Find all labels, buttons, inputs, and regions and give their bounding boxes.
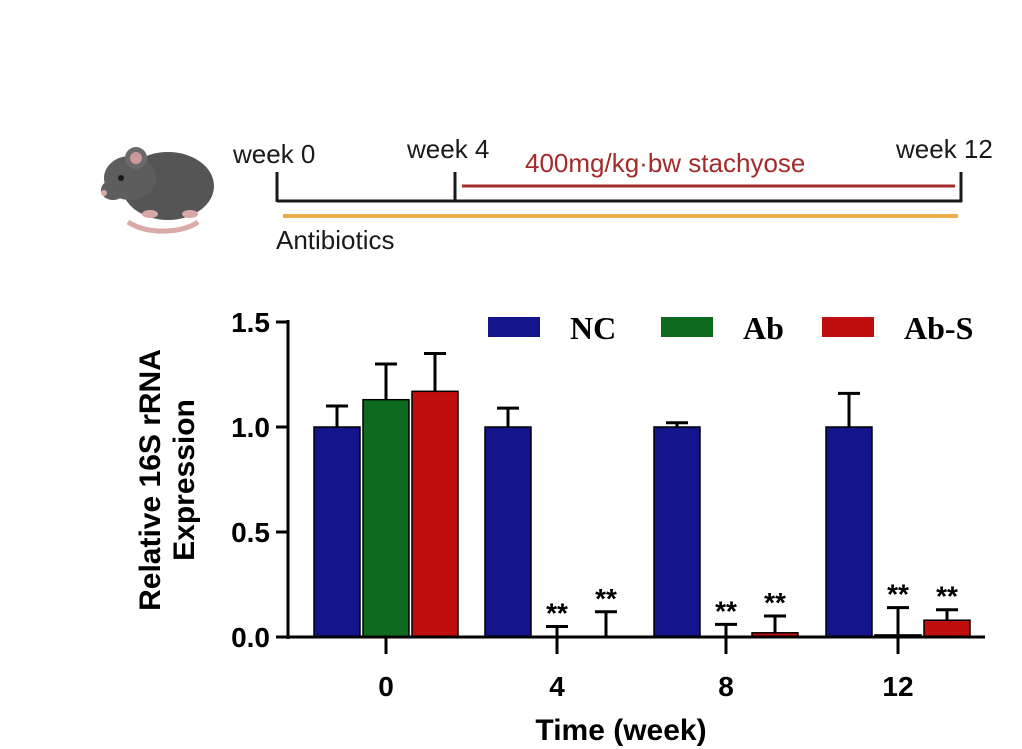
timeline-schematic: week 0 week 4 week 12 400mg/kg·bw stachy… xyxy=(101,134,993,255)
y-axis-title-line1: Relative 16S rRNA xyxy=(134,349,167,611)
x-tick-label: 8 xyxy=(718,671,734,702)
bar-nc-week4 xyxy=(484,426,532,638)
legend-item-nc: NC xyxy=(488,310,616,346)
y-tick-label: 0.5 xyxy=(231,517,270,548)
bar-nc-week0 xyxy=(313,426,361,638)
legend-swatch-ab-s xyxy=(822,317,874,337)
y-tick-label: 0.0 xyxy=(231,622,270,653)
x-tick-label: 12 xyxy=(882,671,913,702)
bar-nc-week12 xyxy=(825,426,873,638)
errorbar-ab-s-week0 xyxy=(424,352,446,392)
errorbar-ab-week0 xyxy=(375,362,397,400)
x-ticks: 0 4 8 12 xyxy=(378,637,914,702)
legend-swatch-ab xyxy=(661,317,713,337)
bar-nc-week8 xyxy=(653,426,701,638)
legend-item-ab-s: Ab-S xyxy=(822,310,973,346)
significance-ab-s-week12: ** xyxy=(936,581,958,612)
label-week4: week 4 xyxy=(406,134,489,164)
bar-ab-s-week12 xyxy=(923,619,971,638)
x-axis-title: Time (week) xyxy=(535,714,706,747)
bar-ab-week0 xyxy=(362,398,410,638)
errorbar-ab-s-week12 xyxy=(936,608,958,621)
legend: NC Ab Ab-S xyxy=(488,310,973,346)
bar-ab-s-week0 xyxy=(411,390,459,638)
y-tick-label: 1.5 xyxy=(231,307,270,338)
errorbar-nc-week12 xyxy=(838,391,860,427)
error-bars-layer xyxy=(326,352,958,637)
errorbar-ab-week4 xyxy=(546,625,568,637)
y-ticks: 0.0 0.5 1.0 1.5 xyxy=(231,307,289,653)
significance-ab-s-week4: ** xyxy=(595,583,617,614)
errorbar-nc-week4 xyxy=(497,406,519,427)
y-axis-title-line2: Expression xyxy=(168,399,201,561)
legend-label-ab-s: Ab-S xyxy=(904,310,973,346)
legend-label-nc: NC xyxy=(570,310,616,346)
legend-swatch-nc xyxy=(488,317,540,337)
label-week0: week 0 xyxy=(232,139,315,169)
errorbar-ab-s-week8 xyxy=(764,614,786,633)
significance-ab-week12: ** xyxy=(887,579,909,610)
x-tick-label: 4 xyxy=(549,671,565,702)
errorbar-nc-week0 xyxy=(326,404,348,427)
errorbar-ab-week8 xyxy=(715,622,737,637)
label-treatment: 400mg/kg·bw stachyose xyxy=(525,148,805,178)
x-tick-label: 0 xyxy=(378,671,394,702)
significance-ab-week4: ** xyxy=(546,598,568,629)
errorbar-nc-week8 xyxy=(666,421,688,427)
bars-layer xyxy=(313,390,971,638)
errorbar-ab-week12 xyxy=(887,606,909,635)
significance-layer: ** ** ** ** ** ** xyxy=(546,579,958,629)
mouse-icon xyxy=(101,147,214,234)
significance-ab-week8: ** xyxy=(715,595,737,626)
label-antibiotics: Antibiotics xyxy=(276,225,395,255)
significance-ab-s-week8: ** xyxy=(764,587,786,618)
label-week12: week 12 xyxy=(895,134,993,164)
legend-item-ab: Ab xyxy=(661,310,784,346)
legend-label-ab: Ab xyxy=(743,310,784,346)
errorbar-ab-s-week4 xyxy=(595,610,617,637)
y-tick-label: 1.0 xyxy=(231,412,270,443)
y-axis-title: Relative 16S rRNA Expression xyxy=(134,349,201,611)
